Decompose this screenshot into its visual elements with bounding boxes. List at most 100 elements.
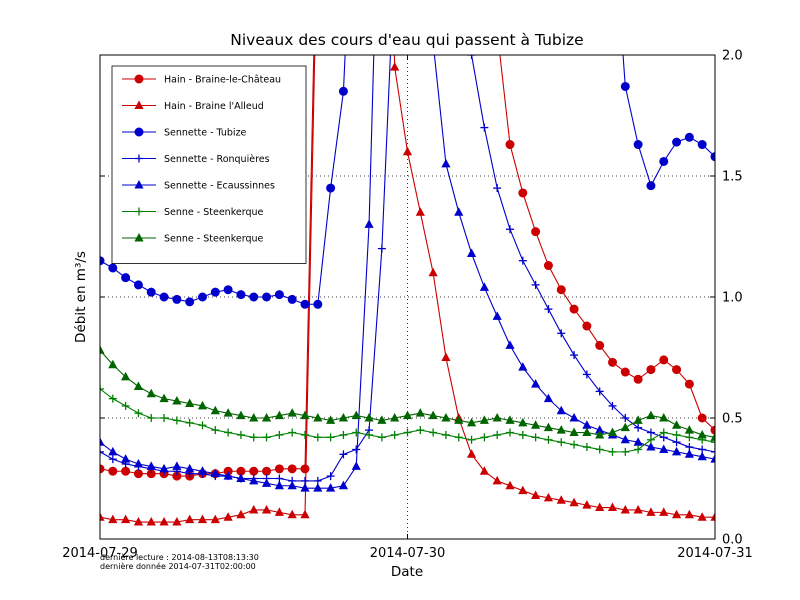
circle-marker [556,285,566,295]
triangle-marker [595,425,605,434]
circle-marker [646,365,656,375]
circle-marker [108,263,118,273]
triangle-marker [556,495,566,504]
triangle-marker [133,381,144,391]
triangle-marker [185,514,195,524]
circle-marker [569,304,579,314]
circle-marker [108,466,118,476]
footer-last-read: dernière lecture : 2014-08-13T08:13:30 [100,552,259,562]
triangle-marker [466,248,477,257]
triangle-marker [134,100,144,109]
triangle-marker [197,466,208,475]
triangle-marker [697,512,707,521]
circle-marker [249,292,259,302]
triangle-marker [479,415,489,424]
circle-marker [210,287,220,297]
triangle-marker [633,437,643,446]
triangle-marker [518,485,528,495]
triangle-marker [108,359,118,369]
triangle-marker [338,413,349,422]
triangle-marker [159,517,169,526]
circle-marker [646,181,656,191]
triangle-marker [671,446,682,456]
triangle-marker [492,475,502,485]
triangle-marker [185,398,195,407]
triangle-marker [133,458,144,468]
triangle-marker [197,514,208,524]
triangle-marker [300,410,310,420]
legend-label: Senne - Steenkerque [164,234,263,245]
triangle-marker [249,504,259,514]
triangle-marker [633,415,643,424]
triangle-marker [428,267,438,277]
circle-marker [287,294,297,304]
triangle-marker [646,410,656,420]
triangle-marker [671,420,682,429]
triangle-marker [287,480,297,490]
triangle-marker [172,396,182,405]
triangle-marker [671,509,682,519]
triangle-marker [210,405,220,415]
circle-marker [236,290,246,300]
triangle-marker [710,512,715,521]
triangle-marker [300,483,310,492]
triangle-marker [492,311,502,320]
triangle-marker [274,480,284,490]
series-2 [100,55,715,309]
legend-entry: Sennette - Tubize [122,127,247,139]
circle-marker [633,374,643,384]
triangle-marker [582,420,592,429]
circle-marker [185,297,195,307]
circle-marker [659,156,669,166]
triangle-marker [351,461,361,470]
triangle-marker [274,507,284,516]
triangle-marker [684,425,694,434]
triangle-marker [620,422,630,432]
triangle-marker [543,492,554,502]
circle-marker [710,152,715,162]
triangle-marker [607,427,618,437]
circle-marker [684,379,694,389]
series-1 [100,55,715,526]
triangle-marker [146,517,156,526]
triangle-marker [146,461,156,470]
circle-marker [262,292,272,302]
triangle-marker [172,517,182,526]
triangle-marker [659,444,669,453]
circle-marker [659,355,669,365]
legend-box [111,65,307,264]
triangle-marker [505,340,515,349]
legend-label: Sennette - Ecaussinnes [164,181,275,192]
legend-entry: Sennette - Ecaussinnes [122,180,275,192]
triangle-marker [633,504,643,514]
triangle-marker [454,415,464,424]
circle-marker [672,137,682,147]
triangle-marker [261,478,272,487]
circle-marker [313,299,323,309]
triangle-marker [607,502,618,512]
triangle-marker [377,415,387,424]
triangle-marker [100,345,105,354]
triangle-marker [531,420,541,429]
legend-entry: Sennette - Ronquières [122,154,270,165]
circle-marker [300,464,310,474]
triangle-marker [210,514,220,524]
triangle-marker [236,473,246,482]
legend-label: Hain - Braine l'Alleud [164,101,264,112]
triangle-marker [531,490,541,499]
triangle-marker [569,497,579,507]
circle-marker [274,464,284,474]
circle-marker [262,466,272,476]
triangle-marker [556,425,566,434]
circle-marker [543,261,553,271]
triangle-marker [108,514,118,524]
x-tick-label: 2014-07-30 [370,546,446,561]
y-tick-label: 0.5 [722,412,743,427]
triangle-marker [249,475,259,485]
circle-marker [582,321,592,331]
triangle-marker [287,509,297,519]
triangle-marker [390,413,400,422]
circle-marker [121,273,131,283]
triangle-marker [313,483,323,492]
